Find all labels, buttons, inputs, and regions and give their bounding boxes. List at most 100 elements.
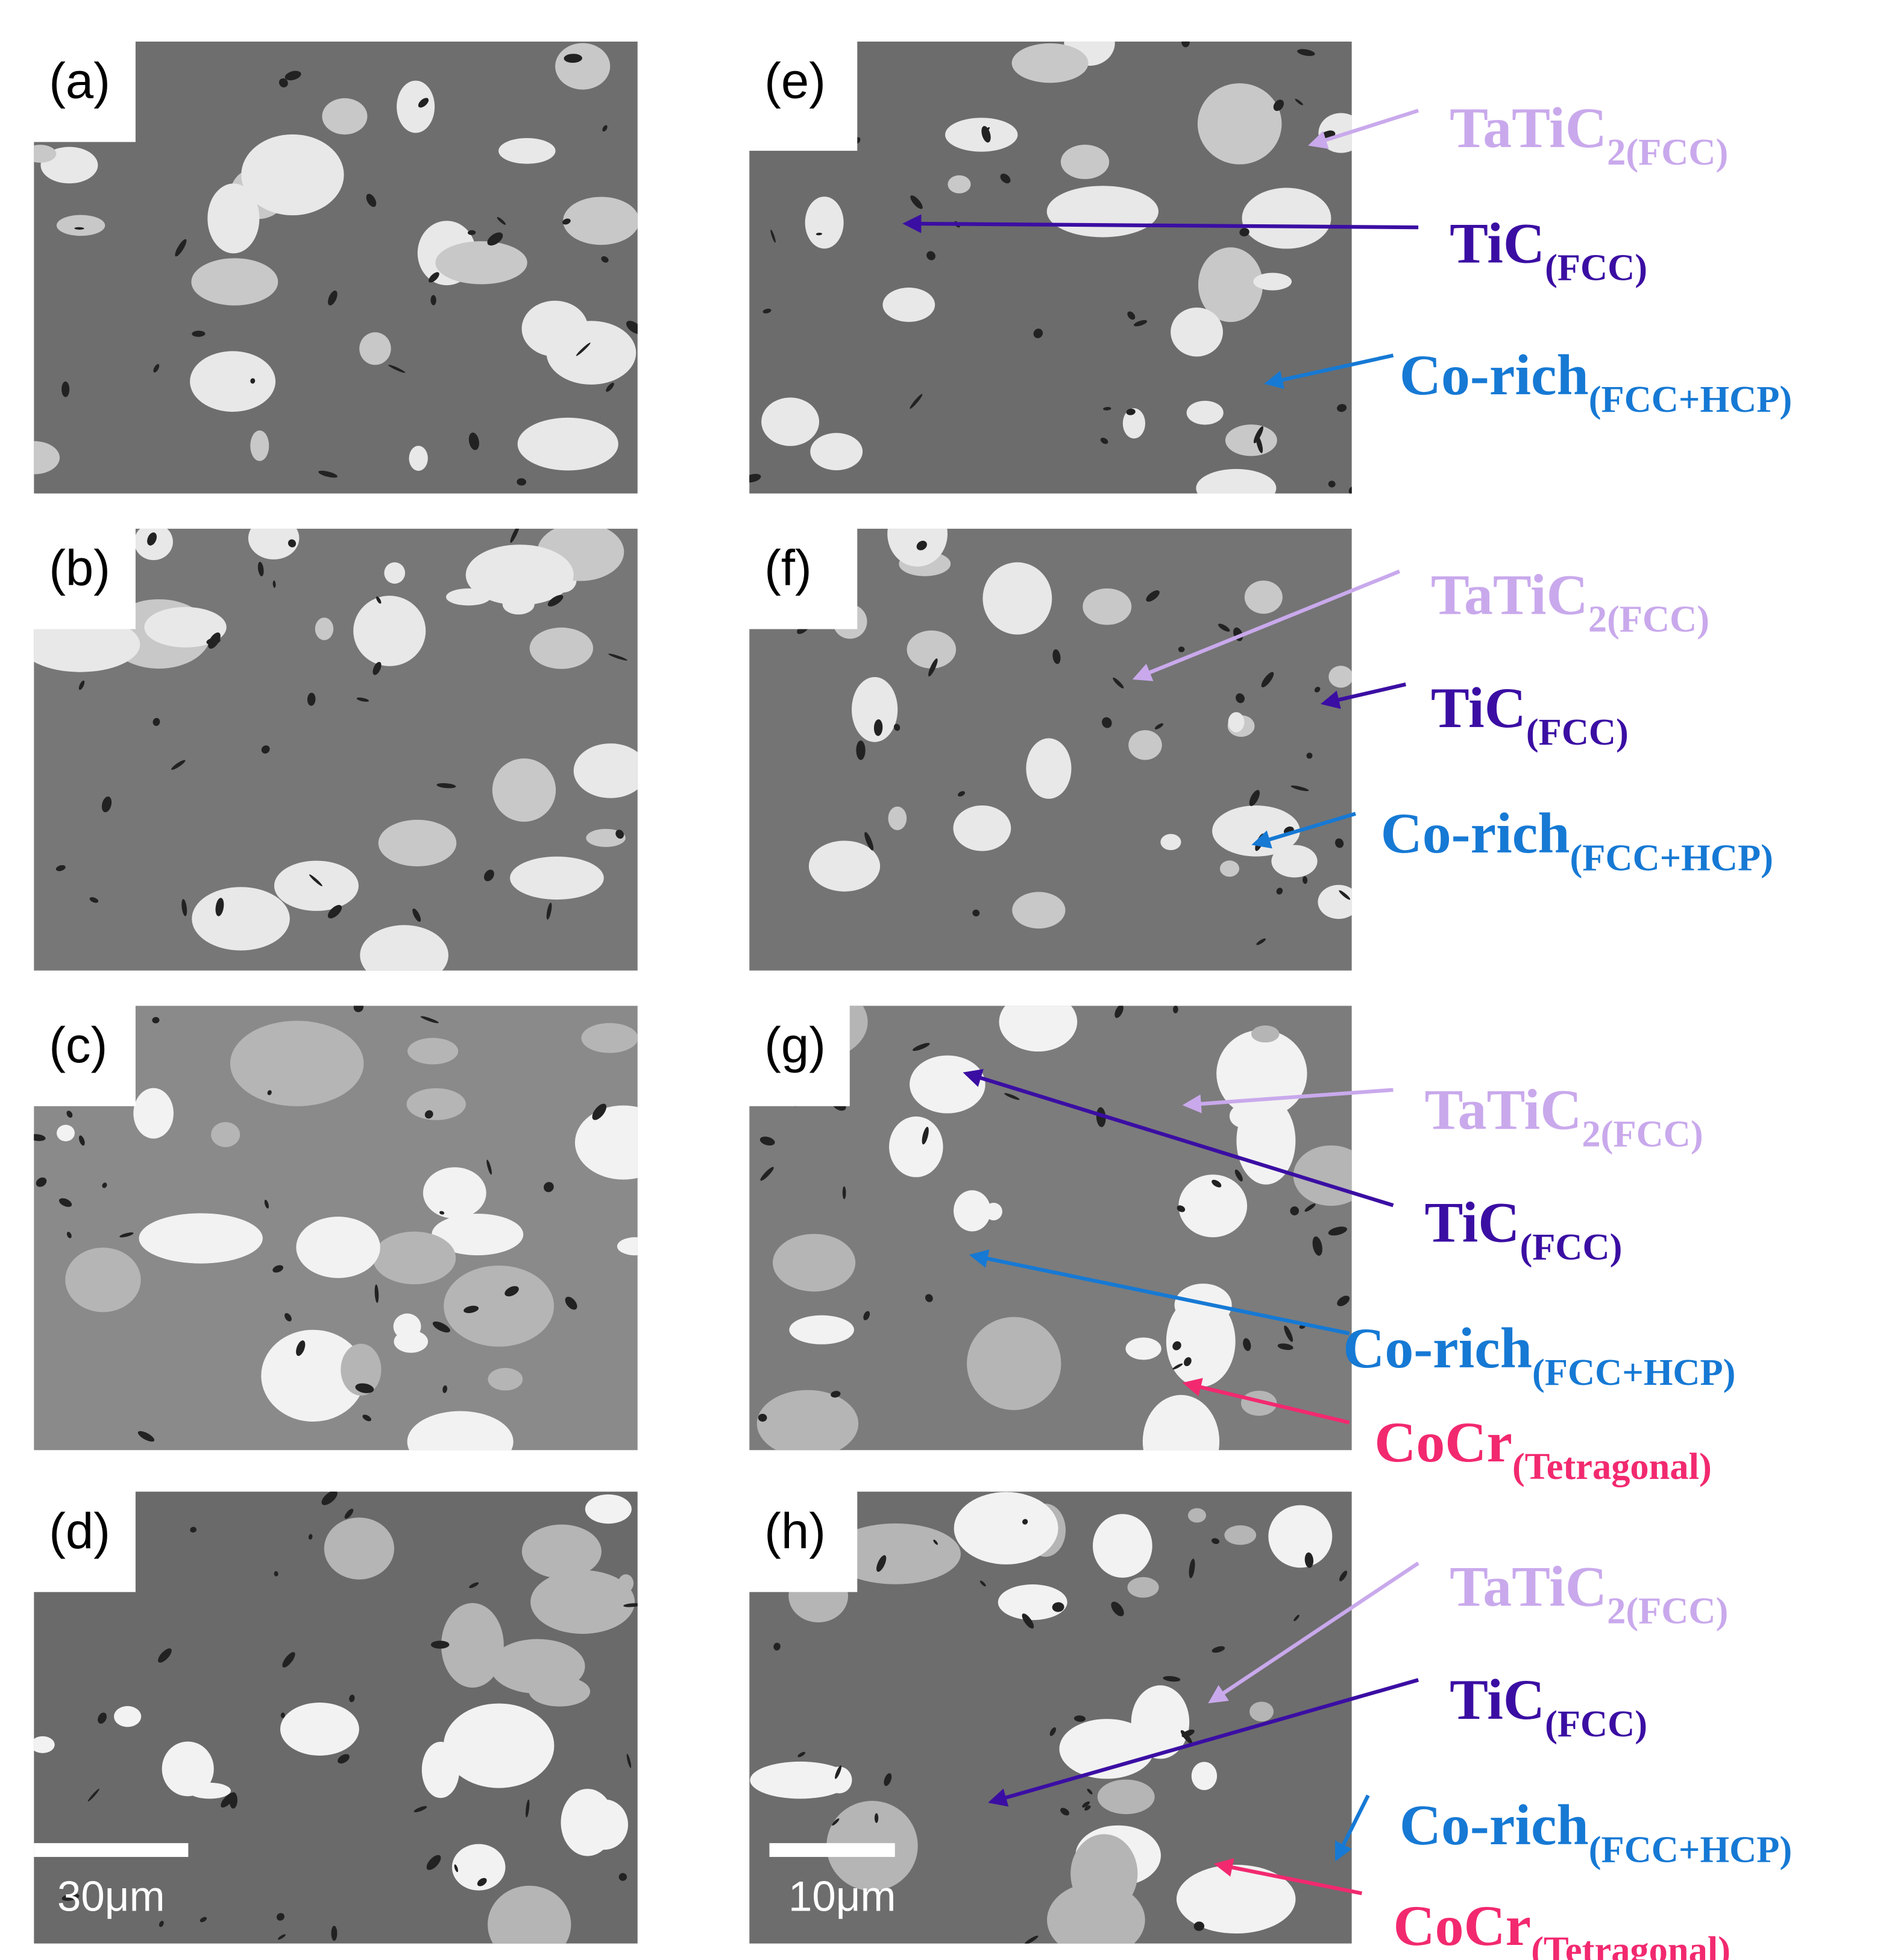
- phase-particle: [409, 446, 428, 471]
- dark-feature: [1022, 1519, 1028, 1525]
- dark-feature: [926, 251, 935, 260]
- phase-particle: [555, 43, 611, 90]
- phase-particle: [492, 758, 556, 822]
- phase-particle: [250, 430, 269, 461]
- phase-particle: [529, 627, 594, 669]
- dark-feature: [58, 1198, 72, 1207]
- dark-feature: [338, 1754, 350, 1764]
- dark-feature: [374, 1284, 379, 1303]
- dark-feature: [158, 1648, 172, 1663]
- phase-particle: [360, 925, 448, 971]
- phase-particle: [34, 1736, 55, 1753]
- panel-label: (b): [49, 540, 110, 596]
- dark-feature: [1113, 677, 1124, 689]
- dark-feature: [1304, 1203, 1316, 1212]
- annotation-label: TiC(FCC): [1450, 211, 1647, 288]
- phase-particle: [756, 1390, 859, 1451]
- dark-feature: [1218, 623, 1230, 632]
- phase-particle: [805, 197, 844, 249]
- dark-feature: [1172, 1006, 1178, 1013]
- dark-feature: [910, 195, 923, 209]
- phase-particle: [378, 819, 457, 867]
- phase-particle: [241, 134, 344, 216]
- annotation-label: Co-rich(FCC+HCP): [1343, 1316, 1735, 1393]
- dark-feature: [832, 1818, 840, 1826]
- dark-feature: [55, 865, 66, 871]
- dark-feature: [1339, 1571, 1348, 1581]
- phase-particle: [581, 1023, 638, 1053]
- dark-feature: [1073, 1715, 1086, 1722]
- dark-feature: [916, 540, 927, 550]
- phase-particle: [34, 145, 57, 163]
- phase-particle: [1142, 1394, 1220, 1451]
- dark-feature: [420, 1016, 439, 1024]
- dark-feature: [1337, 1296, 1350, 1306]
- annotation-main: Co-rich: [1400, 343, 1589, 407]
- dark-feature: [1306, 752, 1313, 759]
- dark-feature: [1146, 590, 1160, 602]
- dark-feature: [215, 898, 224, 916]
- dark-feature: [331, 1926, 338, 1941]
- dark-feature: [272, 1265, 283, 1273]
- annotation-label: TiC(FCC): [1450, 1668, 1647, 1745]
- dark-feature: [321, 1492, 338, 1505]
- dark-feature: [1126, 408, 1136, 415]
- phase-particle: [162, 1741, 214, 1797]
- phase-particle: [1047, 1882, 1145, 1944]
- phase-particle: [945, 118, 1018, 152]
- dark-feature: [773, 1642, 781, 1651]
- annotation-arrow: [1320, 682, 1406, 709]
- annotation-sub: 2(FCC): [1582, 1112, 1703, 1155]
- dark-feature: [863, 1311, 870, 1320]
- phase-particle: [830, 1523, 961, 1584]
- phase-particle: [248, 528, 300, 559]
- annotation-label: CoCr(Tetragonal): [1393, 1894, 1730, 1960]
- dark-feature: [1243, 1338, 1251, 1351]
- phase-particle: [750, 1761, 850, 1799]
- dark-feature: [1236, 693, 1245, 704]
- dark-feature: [426, 1854, 441, 1870]
- annotation-arrow: [1213, 1858, 1363, 1895]
- dark-feature: [1060, 1807, 1070, 1816]
- dark-feature: [486, 1159, 492, 1175]
- dark-feature: [1295, 98, 1303, 106]
- annotation-main: Co-rich: [1343, 1316, 1532, 1380]
- phase-particle: [139, 1213, 263, 1264]
- phase-particle: [517, 417, 618, 471]
- dark-feature: [1234, 1169, 1243, 1182]
- dark-feature: [175, 239, 187, 257]
- dark-feature: [1022, 1613, 1034, 1629]
- dark-feature: [602, 125, 608, 132]
- dark-feature: [356, 698, 369, 702]
- dark-feature: [284, 1312, 292, 1322]
- phase-particle: [1271, 845, 1318, 878]
- dark-feature: [278, 78, 288, 87]
- phase-particle: [1060, 145, 1110, 180]
- dark-feature: [309, 874, 322, 886]
- phase-particle: [397, 80, 435, 133]
- phase-particle: [443, 1703, 555, 1788]
- dark-feature: [1273, 99, 1284, 112]
- dark-feature: [626, 321, 638, 334]
- annotation-sub: (FCC+HCP): [1532, 1351, 1735, 1393]
- dark-feature: [526, 1799, 530, 1818]
- dark-feature: [439, 1211, 445, 1215]
- panel: (a): [33, 40, 638, 494]
- scale-bar: [769, 1843, 895, 1858]
- dark-feature: [464, 1305, 479, 1313]
- phase-particle: [889, 1116, 943, 1177]
- dark-feature: [1096, 1107, 1106, 1127]
- dark-feature: [429, 272, 439, 283]
- phase-particle: [465, 544, 574, 605]
- panel-label: (e): [764, 53, 826, 109]
- phase-particle: [1249, 1701, 1274, 1722]
- phase-particle: [1083, 588, 1132, 625]
- label-notch: [748, 1004, 850, 1106]
- annotation-main: TaTiC: [1450, 1555, 1607, 1619]
- dark-feature: [152, 717, 160, 726]
- phase-particle: [1186, 400, 1224, 425]
- dark-feature: [1348, 487, 1352, 494]
- phase-particle: [1024, 1342, 1040, 1359]
- annotation-main: TiC: [1431, 676, 1526, 740]
- dark-feature: [284, 71, 301, 81]
